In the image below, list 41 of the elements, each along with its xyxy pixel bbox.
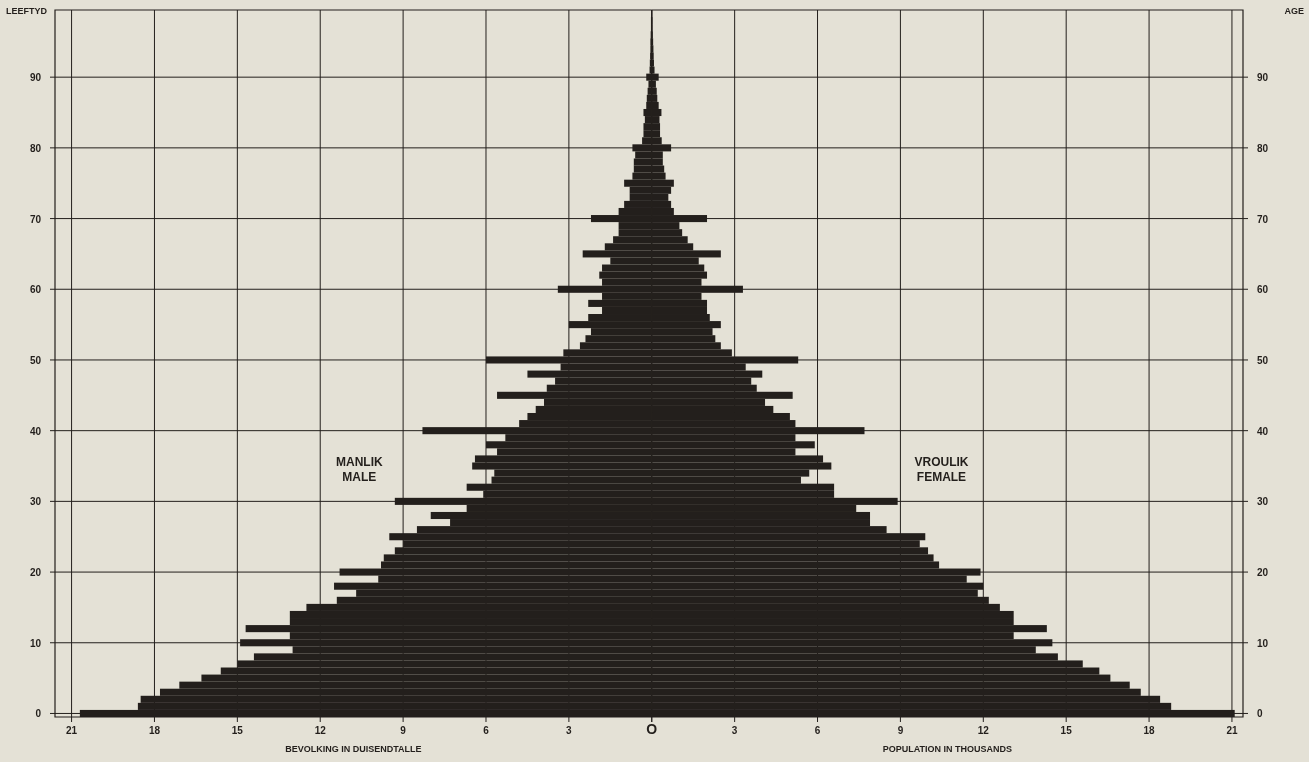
y-axis-title: AGE	[1284, 6, 1304, 16]
x-tick-label: 6	[483, 725, 490, 736]
y-axis-title: LEEFTYD	[6, 6, 48, 16]
x-tick-label: 12	[314, 725, 327, 736]
y-tick-label: 30	[1257, 496, 1269, 508]
x-tick-label: 15	[1060, 725, 1073, 736]
x-axis-title: POPULATION IN THOUSANDS	[882, 744, 1013, 754]
y-tick-label: 60	[29, 284, 42, 296]
x-tick-label: 6	[814, 725, 821, 736]
y-tick-label: 30	[29, 496, 42, 508]
y-tick-label: 40	[29, 425, 42, 437]
x-axis-title: BEVOLKING IN DUISENDTALLE	[285, 744, 422, 754]
y-tick-label: 90	[1257, 72, 1269, 84]
y-tick-label: 0	[35, 708, 42, 720]
y-tick-label: 60	[1257, 284, 1269, 296]
y-tick-label: 50	[29, 354, 42, 366]
y-tick-label: 70	[1257, 213, 1269, 225]
y-tick-label: 20	[1257, 567, 1269, 579]
y-tick-label: 90	[29, 72, 42, 84]
y-tick-label: 80	[1257, 142, 1269, 154]
x-tick-label: O	[646, 721, 658, 737]
x-tick-label: 3	[566, 725, 573, 736]
y-tick-label: 0	[1257, 708, 1263, 720]
x-tick-label: 9	[400, 725, 407, 736]
y-tick-label: 10	[29, 637, 42, 649]
y-tick-label: 70	[29, 213, 42, 225]
series-label: MANLIK MALE	[336, 455, 384, 485]
y-tick-label: 40	[1257, 425, 1269, 437]
series-label: VROULIK FEMALE	[914, 455, 969, 485]
y-tick-label: 10	[1257, 637, 1269, 649]
y-tick-label: 50	[1257, 354, 1269, 366]
y-tick-label: 80	[29, 142, 42, 154]
x-tick-label: 18	[1143, 725, 1156, 736]
x-tick-label: 12	[977, 725, 990, 736]
x-tick-label: 21	[66, 725, 78, 736]
x-tick-label: 9	[897, 725, 904, 736]
y-tick-label: 20	[29, 567, 42, 579]
x-tick-label: 18	[148, 725, 161, 736]
x-tick-label: 21	[1226, 725, 1238, 736]
x-tick-label: 15	[231, 725, 244, 736]
x-tick-label: 3	[731, 725, 738, 736]
